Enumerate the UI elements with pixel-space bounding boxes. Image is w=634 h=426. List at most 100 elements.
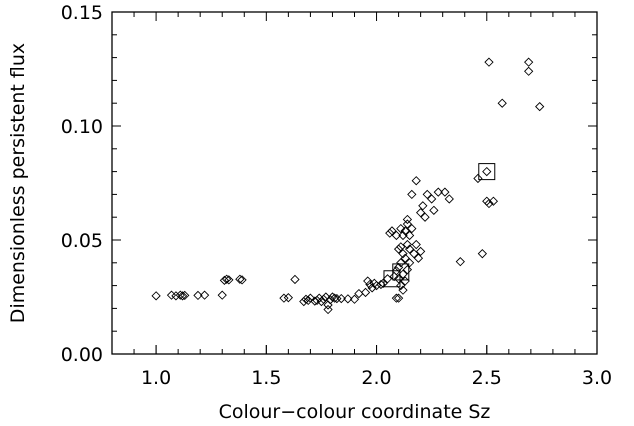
data-point-diamond xyxy=(473,173,483,184)
data-point-diamond xyxy=(382,274,393,284)
data-point-diamond xyxy=(455,257,465,267)
data-point-diamond xyxy=(303,295,313,306)
data-point-diamond xyxy=(524,57,534,67)
data-point-diamond xyxy=(433,187,443,197)
data-point-diamond xyxy=(391,230,402,241)
data-point-diamond xyxy=(299,296,309,307)
data-point-diamond xyxy=(444,194,454,204)
data-point-diamond xyxy=(371,280,382,291)
data-point-diamond xyxy=(283,293,294,303)
data-point-diamond xyxy=(177,291,188,301)
y-axis-label: Dimensionless persistent flux xyxy=(7,43,29,323)
data-point-diamond xyxy=(336,293,346,304)
data-point-diamond xyxy=(391,266,402,276)
data-point-diamond xyxy=(420,212,430,222)
data-point-diamond xyxy=(427,194,437,204)
data-point-diamond xyxy=(398,249,408,259)
data-point-diamond xyxy=(318,294,329,304)
y-tick-label: 0.00 xyxy=(61,344,103,366)
data-point-diamond xyxy=(343,294,353,304)
data-point-diamond xyxy=(327,292,338,302)
y-tick-label: 0.15 xyxy=(61,2,103,24)
data-point-diamond xyxy=(407,223,417,234)
data-point-diamond xyxy=(415,208,426,218)
data-point-diamond xyxy=(349,294,360,304)
data-point-square xyxy=(392,263,410,281)
data-point-diamond xyxy=(396,242,406,252)
data-point-square xyxy=(383,270,401,288)
data-point-diamond xyxy=(385,228,395,238)
data-point-diamond xyxy=(477,249,488,259)
data-point-square xyxy=(478,163,496,181)
data-point-diamond xyxy=(360,287,371,298)
data-point-diamond xyxy=(404,258,415,268)
y-axis: 0.00 0.05 0.10 0.15 xyxy=(61,2,597,366)
data-point-diamond xyxy=(484,57,494,67)
data-point-diamond xyxy=(422,189,432,200)
data-point-diamond xyxy=(321,292,331,302)
data-point-diamond xyxy=(535,101,545,112)
data-point-diamond xyxy=(402,214,413,225)
x-axis: 1.0 1.5 2.0 2.5 3.0 xyxy=(133,12,612,389)
data-point-diamond xyxy=(497,98,507,108)
data-point-diamond xyxy=(411,176,421,186)
data-point-diamond xyxy=(393,293,404,303)
data-point-diamond xyxy=(411,239,421,250)
data-points xyxy=(151,57,545,315)
y-tick-label: 0.10 xyxy=(61,116,103,138)
data-point-diamond xyxy=(404,244,415,254)
data-point-diamond xyxy=(151,291,161,301)
y-tick-label: 0.05 xyxy=(61,230,103,252)
data-point-diamond xyxy=(387,226,397,236)
data-point-diamond xyxy=(199,290,210,300)
x-tick-label: 1.5 xyxy=(251,367,281,389)
data-point-diamond xyxy=(440,187,450,197)
data-point-diamond xyxy=(323,304,333,315)
data-point-diamond xyxy=(396,223,406,234)
data-point-diamond xyxy=(484,198,494,209)
data-point-diamond xyxy=(305,293,316,303)
data-point-diamond xyxy=(404,230,415,241)
x-tick-label: 1.0 xyxy=(141,367,171,389)
data-point-diamond xyxy=(402,265,413,275)
data-point-diamond xyxy=(402,239,413,250)
data-point-diamond xyxy=(488,196,499,206)
data-point-diamond xyxy=(224,275,234,285)
x-axis-label: Colour−colour coordinate Sz xyxy=(219,401,491,423)
data-point-diamond xyxy=(402,219,413,229)
data-point-diamond xyxy=(330,293,340,303)
x-tick-label: 3.0 xyxy=(582,367,612,389)
data-point-diamond xyxy=(396,258,406,268)
data-point-diamond xyxy=(316,296,327,307)
data-point-diamond xyxy=(363,276,373,286)
data-point-diamond xyxy=(407,189,417,200)
data-point-diamond xyxy=(398,285,408,295)
data-point-diamond xyxy=(235,274,245,284)
data-point-diamond xyxy=(418,201,428,211)
data-point-diamond xyxy=(400,253,410,263)
data-point-diamond xyxy=(409,249,419,259)
data-point-diamond xyxy=(378,278,388,288)
data-point-diamond xyxy=(301,294,311,304)
data-point-diamond xyxy=(393,244,404,254)
data-point-diamond xyxy=(217,290,227,300)
data-point-diamond xyxy=(524,66,534,76)
data-point-diamond xyxy=(171,291,181,301)
data-point-diamond xyxy=(415,246,426,257)
data-point-diamond xyxy=(193,290,203,301)
data-point-diamond xyxy=(393,274,404,284)
x-tick-label: 2.5 xyxy=(472,367,502,389)
data-point-diamond xyxy=(175,290,185,300)
data-point-diamond xyxy=(279,293,289,303)
data-point-diamond xyxy=(237,275,247,285)
x-tick-label: 2.0 xyxy=(361,367,391,389)
data-point-diamond xyxy=(429,205,439,215)
data-point-diamond xyxy=(219,275,230,285)
data-point-diamond xyxy=(482,166,492,177)
data-point-diamond xyxy=(365,279,375,290)
data-point-diamond xyxy=(389,271,399,282)
data-point-diamond xyxy=(221,274,232,284)
data-point-diamond xyxy=(332,293,342,304)
data-point-diamond xyxy=(180,290,190,301)
